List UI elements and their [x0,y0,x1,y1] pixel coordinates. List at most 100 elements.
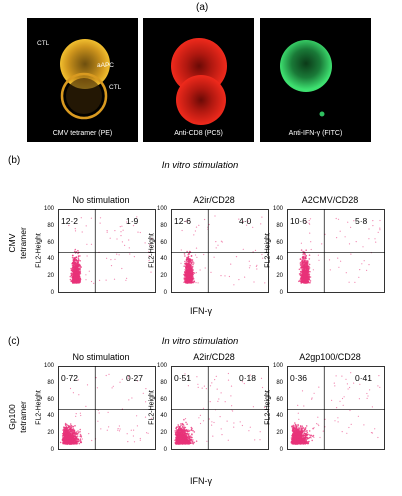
upper-right-percent: 5·8 [355,216,368,226]
fl2-height-label: FL2-Height [264,233,272,268]
y-tick-label: 40 [276,413,283,420]
upper-left-percent: 12·6 [174,216,192,226]
y-tick-label: 0 [279,290,283,296]
panel-b-xlabel: IFN-γ [190,306,212,316]
upper-right-percent: 0·18 [239,373,257,383]
y-tick-label: 20 [160,273,167,280]
caption-ifng: Anti-IFN-γ (FITC) [288,130,343,137]
upper-left-percent: 0·51 [174,373,192,383]
scatter-canvas [171,366,269,450]
y-tick-label: 0 [50,290,54,296]
panel-c-ylabel-1: Gp100 [7,404,17,430]
y-tick-label: 100 [272,363,283,369]
cd8-cells-svg [171,38,227,125]
cell-label-aapc: aAPC [97,62,114,69]
scatter-plot-panel_c-2: A2ir/CD28 FL2-Height 100 80 60 40 20 0 0·51 0·18 [145,352,273,460]
y-tick-label: 60 [160,396,167,403]
y-tick-label: 40 [160,413,167,420]
plot-title: A2gp100/CD28 [299,352,361,362]
plot-title: No stimulation [72,352,130,362]
y-tick-label: 40 [47,413,54,420]
upper-left-percent: 12·2 [61,216,79,226]
y-tick-label: 100 [43,206,54,212]
y-tick-label: 60 [276,239,283,246]
fl2-height-label: FL2-Height [264,390,272,425]
scatter-points [174,372,266,445]
upper-right-percent: 4·0 [239,216,252,226]
scatter-plot-panel_b-3: A2CMV/CD28 FL2-Height 100 80 60 40 20 0 10·6 5·8 [261,195,389,303]
upper-right-percent: 0·41 [355,373,373,383]
upper-right-percent: 0·27 [126,373,144,383]
y-tick-label: 40 [160,256,167,263]
y-tick-label: 40 [47,256,54,263]
cell-lower [60,72,108,120]
micro-image-tetramer: CTL aAPC CTL CMV tetramer (PE) [27,18,138,142]
upper-right-percent: 1·9 [126,216,139,226]
scatter-canvas [287,366,385,450]
y-tick-label: 0 [50,447,54,453]
plot-title: No stimulation [72,195,130,205]
y-tick-label: 60 [47,239,54,246]
y-tick-label: 0 [163,290,167,296]
scatter-canvas [171,209,269,293]
micro-image-cd8: Anti-CD8 (PC5) [143,18,254,142]
upper-left-percent: 0·72 [61,373,79,383]
y-tick-label: 60 [276,396,283,403]
panel-c-xlabel: IFN-γ [190,476,212,486]
scatter-plot-panel_b-2: A2ir/CD28 FL2-Height 100 80 60 40 20 0 12·6 4·0 [145,195,273,303]
plot-frame [171,366,269,450]
cd8-cell-lower [176,75,226,125]
y-tick-label: 100 [272,206,283,212]
scatter-points [59,373,152,445]
y-tick-label: 0 [279,447,283,453]
y-tick-label: 80 [47,379,54,386]
y-tick-label: 80 [160,222,167,229]
fl2-height-label: FL2-Height [35,390,43,425]
ifng-dot [319,111,325,117]
panel-c-title: In vitro stimulation [161,336,239,347]
y-tick-label: 80 [47,222,54,229]
micro-image-ifng: Anti-IFN-γ (FITC) [260,18,371,142]
y-tick-label: 20 [160,430,167,437]
scatter-plot-panel_c-1: No stimulation FL2-Height 100 80 60 40 20 0 0·72… [32,352,160,460]
panel-a-label: (a) [196,2,209,13]
panel-c-label: (c) [8,336,20,347]
plot-title: A2ir/CD28 [193,352,235,362]
scatter-canvas [58,366,156,450]
scatter-points [68,216,153,284]
scatter-canvas [58,209,156,293]
panel-b-label: (b) [8,155,21,166]
plot-title: A2ir/CD28 [193,195,235,205]
y-tick-label: 20 [276,430,283,437]
scatter-plot-panel_b-1: No stimulation FL2-Height 100 80 60 40 20 0 12·2… [32,195,160,303]
y-tick-label: 80 [276,379,283,386]
y-tick-label: 80 [276,222,283,229]
scatter-points [180,215,266,286]
plot-title: A2CMV/CD28 [301,195,359,205]
cell-label-ctl-1: CTL [37,40,50,47]
y-tick-label: 100 [156,206,167,212]
plot-frame [171,209,269,293]
fl2-height-label: FL2-Height [148,233,156,268]
upper-left-percent: 10·6 [290,216,308,226]
y-tick-label: 100 [43,363,54,369]
scatter-points [298,217,381,284]
fl2-height-label: FL2-Height [148,390,156,425]
y-tick-label: 20 [47,273,54,280]
ifng-cells-svg [280,40,332,117]
panel-b-ylabel-2: tetramer [18,227,28,259]
caption-cd8: Anti-CD8 (PC5) [174,130,223,137]
y-tick-label: 20 [47,430,54,437]
plot-frame [58,209,156,293]
upper-left-percent: 0·36 [290,373,308,383]
panel-b-ylabel-1: CMV [7,233,17,253]
ifng-cell [280,40,332,92]
y-tick-label: 80 [160,379,167,386]
plot-frame [58,366,156,450]
cell-label-ctl-2: CTL [109,84,122,91]
y-tick-label: 0 [163,447,167,453]
tetramer-cells-svg [60,39,110,120]
scatter-points [290,372,381,445]
y-tick-label: 100 [156,363,167,369]
panel-b-title: In vitro stimulation [161,160,239,171]
